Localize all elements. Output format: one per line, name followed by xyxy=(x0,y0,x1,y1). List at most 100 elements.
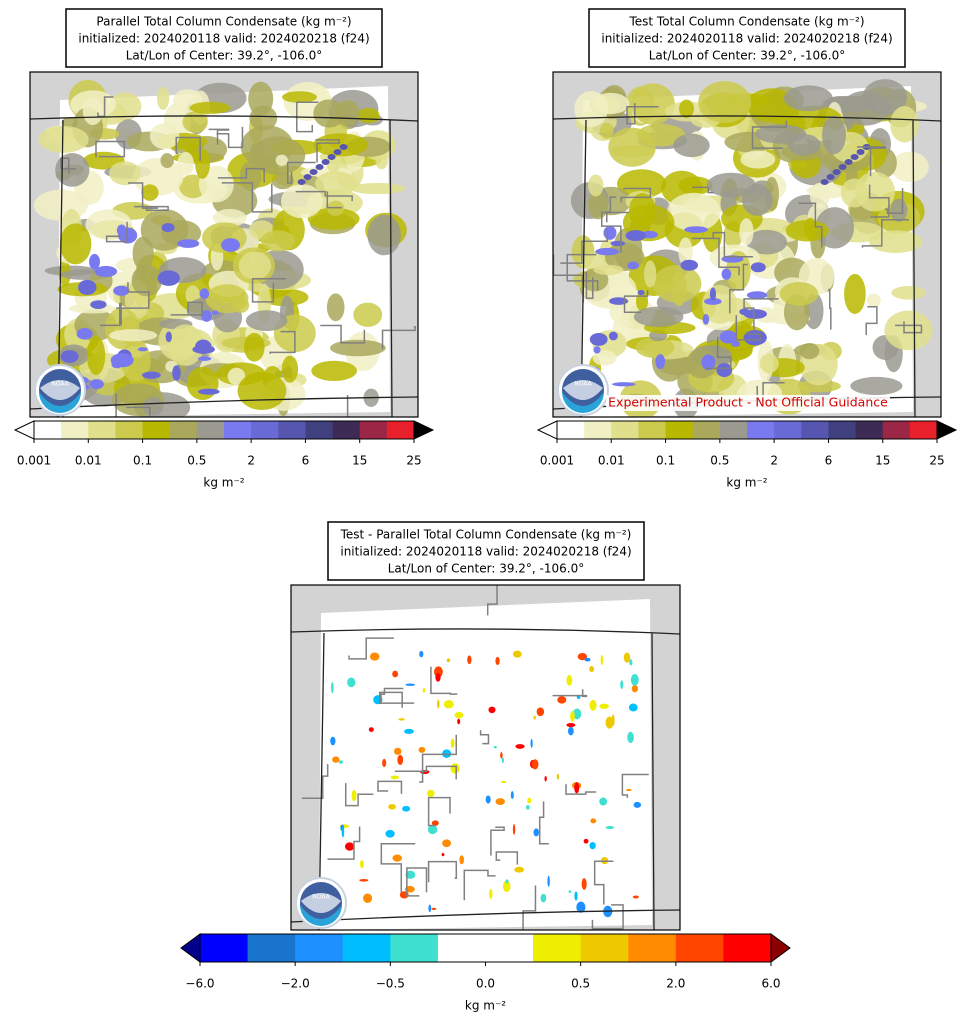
logo-text: NOAA xyxy=(312,894,330,901)
condensate-heavy xyxy=(608,331,618,341)
condensate-heavy xyxy=(199,288,210,300)
condensate-area xyxy=(86,336,106,376)
colorbar-tick-label: 15 xyxy=(352,454,367,468)
difference-area xyxy=(405,870,416,879)
condensate-heavy xyxy=(637,289,645,296)
condensate-area xyxy=(237,371,287,411)
difference-area xyxy=(611,714,615,727)
condensate-area xyxy=(862,79,908,115)
difference-area xyxy=(359,878,369,882)
county-line xyxy=(378,691,415,708)
colorbar-label: kg m⁻² xyxy=(465,999,506,1013)
condensate-heavy xyxy=(321,159,330,165)
difference-area xyxy=(368,727,374,732)
condensate-heavy xyxy=(78,279,97,295)
condensate-area xyxy=(679,99,694,119)
difference-area xyxy=(510,791,514,800)
difference-area xyxy=(620,680,624,689)
difference-area xyxy=(628,703,638,712)
condensate-heavy xyxy=(719,330,737,344)
colorbar-segment xyxy=(723,934,772,962)
difference-area xyxy=(577,652,588,661)
county-line xyxy=(868,184,890,218)
difference-area xyxy=(404,728,414,734)
difference-area xyxy=(442,839,452,848)
condensate-area xyxy=(815,207,855,249)
condensate-area xyxy=(245,310,288,332)
condensate-area xyxy=(55,153,90,187)
colorbar-tick-label: 0.5 xyxy=(710,454,729,468)
condensate-heavy xyxy=(680,259,699,271)
county-line xyxy=(380,687,404,705)
difference-area xyxy=(443,700,454,709)
difference-area xyxy=(419,650,424,658)
difference-area xyxy=(427,824,438,835)
county-line xyxy=(565,784,597,795)
difference-area xyxy=(351,789,357,802)
county-line xyxy=(828,288,832,330)
difference-area xyxy=(363,893,373,904)
colorbar-tick-label: 0.5 xyxy=(187,454,206,468)
county-line xyxy=(170,301,203,316)
difference-area xyxy=(547,875,550,887)
colorbar-segment xyxy=(533,934,582,962)
logo-water xyxy=(562,392,604,413)
condensate-area xyxy=(109,161,141,186)
county-line xyxy=(552,689,588,698)
condensate-area xyxy=(884,310,933,351)
condensate-area xyxy=(198,165,234,203)
county-line xyxy=(95,140,126,158)
colorbar-tick-label: 0.0 xyxy=(476,977,495,991)
difference-area xyxy=(390,775,399,780)
condensate-heavy xyxy=(327,154,336,160)
condensate-area xyxy=(330,339,386,357)
county-line xyxy=(315,139,340,163)
difference-area xyxy=(392,670,399,678)
condensate-area xyxy=(850,376,903,396)
condensate-heavy xyxy=(731,340,741,347)
colorbar-under xyxy=(536,420,558,440)
condensate-heavy xyxy=(820,179,829,185)
county-line xyxy=(427,796,451,827)
condensate-area xyxy=(755,124,807,144)
condensate-heavy xyxy=(716,363,733,378)
logo-water xyxy=(300,905,342,926)
condensate-area xyxy=(375,152,388,170)
condensate-heavy xyxy=(701,354,716,371)
colorbar-segment xyxy=(437,934,486,962)
difference-area xyxy=(572,708,582,720)
difference-area xyxy=(631,684,638,693)
condensate-heavy xyxy=(609,297,629,305)
county-line xyxy=(380,842,416,893)
difference-area xyxy=(426,789,435,798)
condensate-area xyxy=(746,229,788,255)
condensate-heavy xyxy=(627,261,640,270)
condensate-heavy xyxy=(625,230,646,242)
colorbar-tick-label: 2 xyxy=(770,454,778,468)
condensate-area xyxy=(157,86,170,110)
colorbar-segment xyxy=(774,421,802,439)
condensate-heavy xyxy=(655,354,666,370)
condensate-area xyxy=(149,123,180,150)
title-line: Parallel Total Column Condensate (kg m⁻²… xyxy=(96,15,351,29)
condensate-heavy xyxy=(90,300,107,309)
condensate-heavy xyxy=(76,328,93,340)
county-line xyxy=(601,211,629,254)
difference-area xyxy=(525,805,530,810)
colorbar-tick-label: 0.001 xyxy=(17,454,51,468)
colorbar-segment xyxy=(628,934,677,962)
difference-area xyxy=(437,699,440,709)
difference-area xyxy=(495,656,500,666)
map-frame xyxy=(29,71,419,418)
county-line xyxy=(895,321,923,334)
condensate-heavy xyxy=(116,224,127,237)
difference-area xyxy=(514,866,525,873)
condensate-area xyxy=(867,293,881,308)
county-line xyxy=(591,904,624,930)
condensate-area xyxy=(353,302,383,327)
condensate-area xyxy=(104,307,140,350)
difference-area xyxy=(629,659,633,666)
county-line xyxy=(751,120,788,149)
difference-area xyxy=(493,745,497,749)
difference-area xyxy=(450,763,460,774)
